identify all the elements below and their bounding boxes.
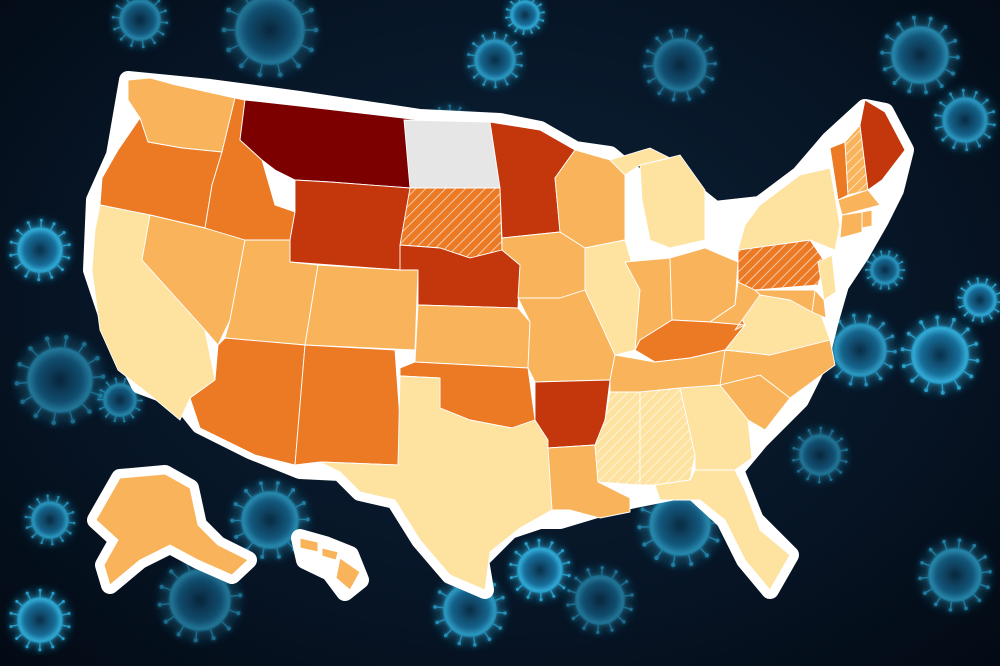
state-nh-hatch	[845, 125, 868, 195]
virus-particle-icon	[9, 588, 71, 652]
state-tx	[319, 375, 553, 591]
virus-particle-icon	[643, 28, 717, 102]
virus-particle-icon	[505, 0, 545, 36]
virus-particle-icon	[509, 538, 571, 602]
virus-particle-icon	[230, 481, 310, 559]
state-ri	[861, 209, 873, 229]
state-fl	[654, 469, 791, 591]
states	[91, 77, 906, 591]
virus-particle-icon	[900, 315, 980, 395]
state-co	[304, 264, 419, 351]
virus-particle-icon	[111, 0, 169, 49]
virus-particle-icon	[957, 277, 1000, 323]
state-nd	[403, 119, 501, 189]
virus-particle-icon	[24, 494, 76, 546]
state-ct	[839, 211, 863, 239]
virus-particle-icon	[934, 88, 996, 152]
state-il	[584, 239, 641, 356]
state-al-hatch	[640, 388, 695, 485]
state-md	[754, 289, 816, 313]
virus-particle-icon	[14, 335, 106, 425]
state-ny	[737, 167, 841, 251]
state-ma	[837, 189, 881, 216]
state-nm	[294, 344, 401, 466]
state-ms-hatch	[595, 392, 640, 485]
virus-particle-icon	[880, 15, 960, 95]
virus-particle-icon	[9, 218, 71, 282]
state-hi	[299, 537, 361, 591]
virus-particle-icon	[467, 31, 523, 89]
virus-particle-icon	[221, 0, 319, 78]
state-ks	[414, 304, 531, 369]
state-nj	[817, 254, 837, 301]
state-ak	[95, 473, 249, 586]
virus-particle-icon	[864, 250, 906, 290]
state-mi	[609, 147, 706, 249]
state-sd-hatch	[400, 188, 502, 258]
state-wy	[289, 179, 411, 271]
virus-particle-icon	[97, 377, 143, 423]
virus-particle-icon	[792, 426, 848, 484]
state-ne	[399, 244, 521, 309]
virus-particle-icon	[566, 565, 634, 635]
virus-particle-icon	[823, 313, 897, 387]
state-wi	[554, 149, 626, 249]
state-pa-hatch	[738, 240, 825, 290]
virus-particle-icon	[918, 538, 992, 612]
